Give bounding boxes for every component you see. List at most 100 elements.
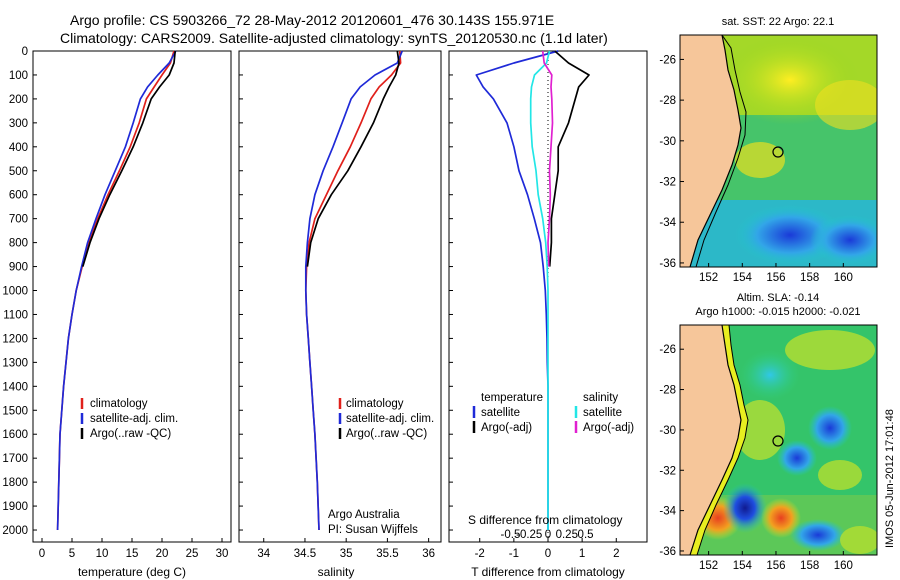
sla-cold-core bbox=[723, 483, 767, 533]
legend-satellite: satellite-adj. clim. bbox=[90, 413, 178, 425]
sst-warm-east bbox=[815, 80, 877, 130]
series-line-salinity-satellite bbox=[529, 50, 551, 530]
x-tick-label: -1 bbox=[509, 548, 519, 560]
sla-coastline bbox=[689, 325, 742, 555]
pi-label: PI: Susan Wijffels bbox=[328, 524, 418, 536]
depth-tick-label: 900 bbox=[9, 262, 28, 274]
salinity-series bbox=[304, 50, 403, 531]
sla-eddy-a bbox=[808, 406, 852, 450]
sst-map-frame bbox=[679, 34, 878, 268]
lon-tick-label: 152 bbox=[699, 560, 718, 572]
x-tick-label: 0 bbox=[545, 548, 551, 560]
legend-climatology: climatology bbox=[346, 398, 404, 410]
temperature-series bbox=[56, 50, 177, 531]
t-diff-xlabel: T difference from climatology bbox=[471, 565, 625, 579]
depth-axis: 0 100 200 300 400 500 600 700 800 900 1000 1100 1200… bbox=[2, 46, 453, 537]
depth-tick-label: 500 bbox=[9, 166, 28, 178]
legend-s-sat: satellite bbox=[583, 407, 622, 419]
sla-warm-mid bbox=[818, 460, 862, 490]
lat-tick-label: -34 bbox=[659, 217, 676, 229]
legend-t-argo: Argo(-adj) bbox=[481, 422, 532, 434]
s-diff-tick-label: 0.5 bbox=[578, 529, 594, 541]
sla-map-subtitle: Argo h1000: -0.015 h2000: -0.021 bbox=[695, 306, 860, 318]
x-tick-label: 35.5 bbox=[376, 548, 398, 560]
salinity-frame bbox=[238, 50, 442, 543]
series-line-argo-raw-qc- bbox=[306, 50, 400, 267]
difference-x-axis: -2 -1 0 1 2 -0.5-0.25 0 0.25 0.5 bbox=[475, 529, 620, 560]
sla-map-frame bbox=[679, 324, 878, 556]
lon-tick-label: 160 bbox=[834, 560, 853, 572]
sla-warm-south bbox=[840, 526, 877, 554]
depth-tick-label: 2000 bbox=[2, 525, 28, 537]
sla-shelf-line bbox=[696, 325, 749, 555]
lon-tick-label: 154 bbox=[733, 272, 753, 284]
x-tick-label: 5 bbox=[69, 548, 75, 560]
legend-t-sat: satellite bbox=[481, 407, 520, 419]
sla-cold-south bbox=[790, 519, 846, 551]
series-line-temperature-argo-adj- bbox=[548, 50, 590, 267]
sla-land bbox=[680, 325, 741, 555]
lon-tick-label: 152 bbox=[699, 272, 718, 284]
depth-tick-label: 1000 bbox=[2, 286, 28, 298]
depth-tick-label: 1700 bbox=[2, 453, 28, 465]
legend-argo: Argo(..raw -QC) bbox=[90, 428, 171, 440]
depth-tick-label: 1800 bbox=[2, 477, 28, 489]
series-line-satellite-adj-clim- bbox=[56, 50, 177, 531]
float-position-marker bbox=[772, 435, 784, 447]
sst-shelf-line bbox=[695, 35, 747, 267]
x-tick-label: 20 bbox=[156, 548, 169, 560]
title-line-2: Climatology: CARS2009. Satellite-adjuste… bbox=[60, 30, 608, 46]
x-tick-label: 36 bbox=[422, 548, 435, 560]
depth-tick-label: 1300 bbox=[2, 357, 28, 369]
legend-climatology: climatology bbox=[90, 398, 148, 410]
sla-warm-north bbox=[785, 330, 875, 370]
difference-panel: -2 -1 0 1 2 -0.5-0.25 0 0.25 0.5 S difference fr… bbox=[448, 50, 648, 579]
x-tick-label: 34 bbox=[257, 548, 270, 560]
lon-tick-label: 160 bbox=[834, 272, 853, 284]
lon-tick-label: 158 bbox=[800, 272, 819, 284]
series-line-salinity-argo-adj- bbox=[541, 50, 554, 267]
imos-timestamp: IMOS 05-Jun-2012 17:01:48 bbox=[884, 409, 896, 548]
series-line-temperature-satellite bbox=[475, 50, 559, 530]
sst-field bbox=[680, 35, 877, 267]
series-line-argo-raw-qc- bbox=[81, 50, 177, 267]
s-diff-tick-label: 0 bbox=[545, 529, 551, 541]
legend-temperature-title: temperature bbox=[481, 392, 543, 404]
salinity-xlabel: salinity bbox=[318, 565, 355, 579]
x-tick-label: 10 bbox=[96, 548, 109, 560]
salinity-panel: 34 34.5 35 35.5 36 salinity climatology sate… bbox=[238, 50, 442, 579]
sla-map-axes: -26 -28 -30 -32 -34 -36 152 154 156 158 160 bbox=[659, 344, 853, 572]
x-tick-label: 34.5 bbox=[294, 548, 316, 560]
sla-warm-west bbox=[735, 400, 785, 460]
lat-tick-label: -32 bbox=[659, 177, 676, 189]
x-tick-label: -2 bbox=[475, 548, 485, 560]
lon-tick-label: 154 bbox=[733, 560, 753, 572]
lat-tick-label: -34 bbox=[659, 506, 676, 518]
series-line-satellite-adj-clim- bbox=[304, 50, 403, 531]
series-line-climatology bbox=[304, 50, 402, 531]
depth-tick-label: 1600 bbox=[2, 429, 28, 441]
sst-map-axes: -26 -28 -30 -32 -34 -36 152 154 156 158 160 bbox=[659, 54, 853, 284]
series-line-climatology bbox=[56, 50, 175, 531]
temperature-panel: 0100200300400500600700800900100011001200… bbox=[2, 46, 453, 579]
depth-tick-label: 700 bbox=[9, 214, 28, 226]
s-diff-tick-label: -0.5 bbox=[501, 529, 521, 541]
sla-map: Altim. SLA: -0.14 Argo h1000: -0.015 h20… bbox=[659, 292, 878, 572]
temperature-legend: climatology satellite-adj. clim. Argo(..… bbox=[80, 398, 178, 440]
salinity-legend: climatology satellite-adj. clim. Argo(..… bbox=[338, 398, 434, 440]
sla-hot-b bbox=[761, 498, 801, 538]
depth-tick-label: 1500 bbox=[2, 405, 28, 417]
lat-tick-label: -30 bbox=[659, 425, 676, 437]
x-tick-label: 2 bbox=[613, 548, 619, 560]
difference-legend: temperature salinity satellite Argo(-adj… bbox=[472, 392, 634, 434]
x-tick-label: 30 bbox=[216, 548, 229, 560]
salinity-x-axis: 34 34.5 35 35.5 36 bbox=[257, 538, 435, 560]
depth-tick-label: 1100 bbox=[3, 309, 28, 321]
lat-tick-label: -26 bbox=[659, 344, 676, 356]
lat-tick-label: -30 bbox=[659, 136, 676, 148]
difference-series bbox=[475, 50, 590, 530]
s-diff-tick-label: -0.25 bbox=[516, 529, 542, 541]
depth-tick-label: 200 bbox=[9, 94, 28, 106]
s-diff-tick-label: 0.25 bbox=[556, 529, 578, 541]
sla-field bbox=[680, 325, 877, 555]
